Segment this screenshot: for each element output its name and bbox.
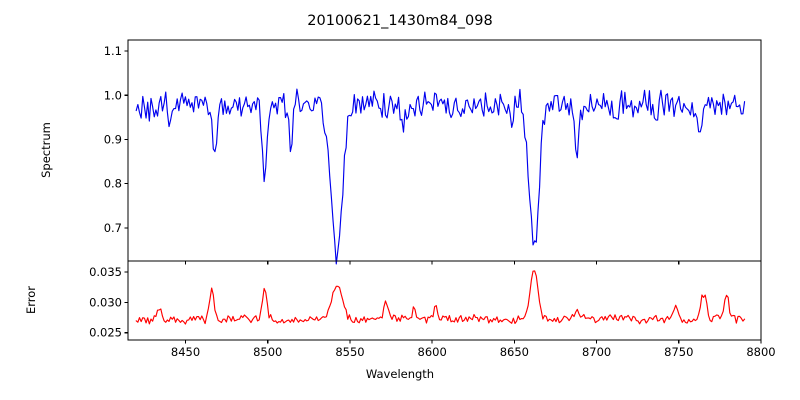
x-tick-label: 8800 — [746, 345, 775, 359]
x-tick-label: 8700 — [582, 345, 611, 359]
y-tick-label: 0.9 — [104, 132, 122, 146]
bottom-panel-ticks: 0.025 0.030 0.035 8450 8500 8550 8600 8650 8700 8… — [89, 265, 776, 359]
spectrum-line — [135, 88, 746, 265]
y-tick-label: 0.035 — [89, 265, 122, 279]
x-tick-label: 8650 — [500, 345, 529, 359]
top-panel-ticks: 0.7 0.8 0.9 1.0 1.1 — [104, 44, 762, 265]
x-tick-label: 8550 — [335, 345, 364, 359]
y-tick-label: 0.025 — [89, 326, 122, 340]
error-line — [135, 270, 746, 325]
y-tick-label: 0.7 — [104, 221, 122, 235]
page-title: 20100621_1430m84_098 — [307, 13, 493, 29]
x-tick-label: 8450 — [171, 345, 200, 359]
top-panel-frame — [127, 39, 762, 262]
y-tick-label: 1.0 — [104, 88, 122, 102]
bottom-panel-frame — [127, 260, 762, 341]
x-tick-label: 8750 — [664, 345, 693, 359]
x-axis-label-wavelength: Wavelength — [365, 367, 435, 381]
y-tick-label: 1.1 — [104, 44, 122, 58]
bottom-panel-group: 0.025 0.030 0.035 8450 8500 8550 8600 8650 8700 8… — [89, 260, 776, 359]
y-tick-label: 0.030 — [89, 295, 122, 309]
x-tick-label: 8500 — [253, 345, 282, 359]
top-panel-group: 0.7 0.8 0.9 1.0 1.1 — [104, 39, 762, 265]
y-tick-label: 0.8 — [104, 177, 122, 191]
x-tick-label: 8600 — [418, 345, 447, 359]
